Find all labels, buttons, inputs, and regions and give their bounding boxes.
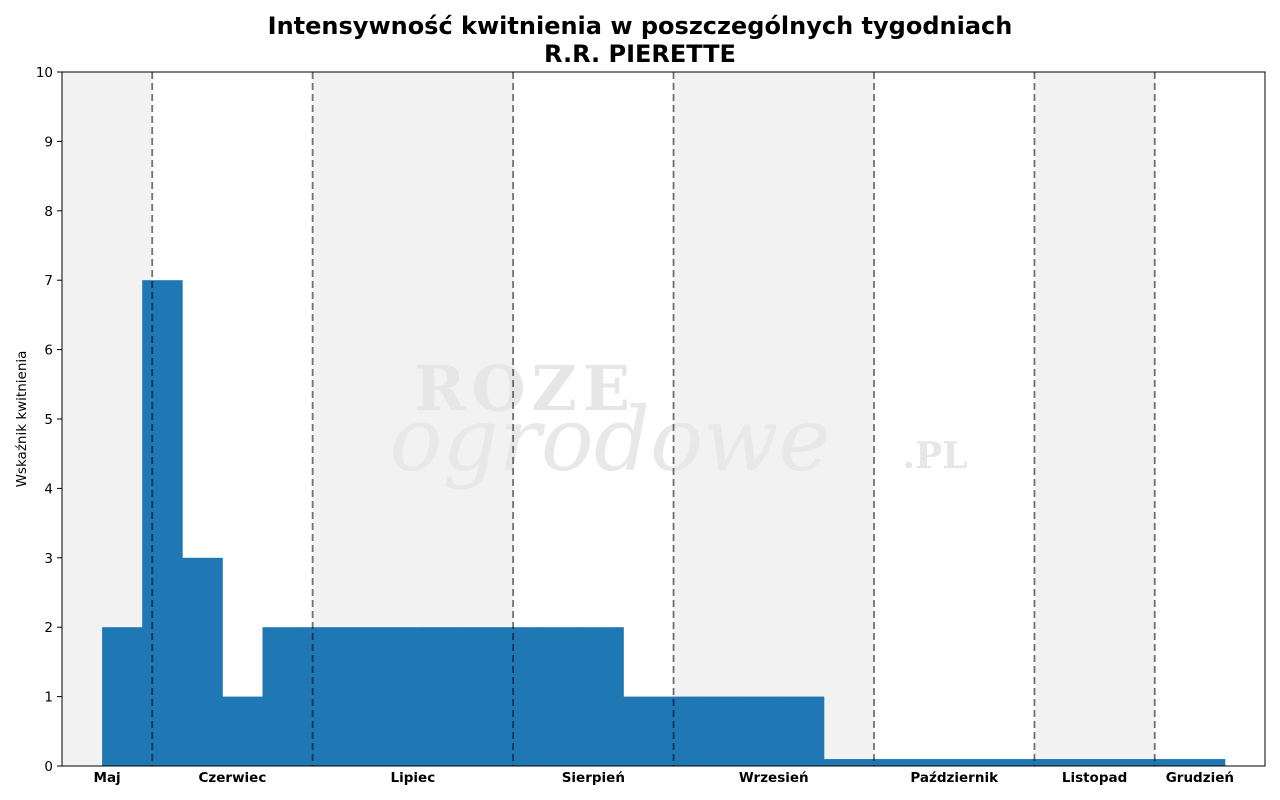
y-axis-label: Wskaźnik kwitnienia [14, 351, 30, 488]
month-band [1034, 72, 1155, 766]
bar [743, 696, 785, 766]
bar [703, 696, 745, 766]
y-tick-label: 0 [44, 759, 53, 775]
bar [142, 280, 183, 766]
month-label: Wrzesień [739, 770, 809, 786]
bar [783, 696, 825, 766]
y-tick-label: 3 [44, 551, 53, 567]
month-band [673, 72, 875, 766]
chart-subtitle: R.R. PIERETTE [544, 40, 736, 68]
chart-title: Intensywność kwitnienia w poszczególnych… [267, 12, 1013, 40]
bar [984, 759, 1025, 766]
month-label: Październik [910, 770, 999, 786]
bar [864, 759, 905, 766]
y-tick-label: 4 [44, 481, 53, 497]
bar [663, 696, 704, 766]
bar [182, 557, 223, 766]
bar [823, 759, 865, 766]
month-label: Sierpień [562, 770, 625, 786]
watermark-text: .PL [903, 435, 968, 477]
bar [463, 627, 504, 766]
y-tick-label: 1 [44, 690, 53, 706]
bar [222, 696, 263, 766]
bar [944, 759, 985, 766]
y-tick-label: 6 [44, 343, 53, 359]
watermark-text: ogrodowe [389, 388, 830, 491]
y-tick-label: 9 [44, 134, 53, 150]
bar [1024, 759, 1065, 766]
month-label: Lipiec [391, 770, 436, 786]
y-tick-label: 7 [44, 273, 53, 289]
watermark-text: ROZE [414, 352, 636, 425]
bar [1184, 759, 1226, 766]
bar [382, 627, 424, 766]
bar [302, 627, 344, 766]
bar [262, 627, 303, 766]
y-tick-label: 8 [44, 204, 53, 220]
bar [543, 627, 584, 766]
y-tick-label: 5 [44, 412, 53, 428]
bar [623, 696, 664, 766]
month-label: Grudzień [1166, 770, 1234, 786]
bar [503, 627, 544, 766]
y-tick-label: 10 [36, 65, 53, 81]
bar [422, 627, 464, 766]
month-label: Czerwiec [199, 770, 267, 786]
bar [102, 627, 143, 766]
bar [342, 627, 384, 766]
month-label: Listopad [1062, 770, 1127, 786]
bar [1064, 759, 1105, 766]
bar [583, 627, 624, 766]
y-tick-label: 2 [44, 620, 53, 636]
bar [1144, 759, 1186, 766]
bar [1104, 759, 1146, 766]
month-label: Maj [94, 770, 121, 786]
bar [904, 759, 945, 766]
